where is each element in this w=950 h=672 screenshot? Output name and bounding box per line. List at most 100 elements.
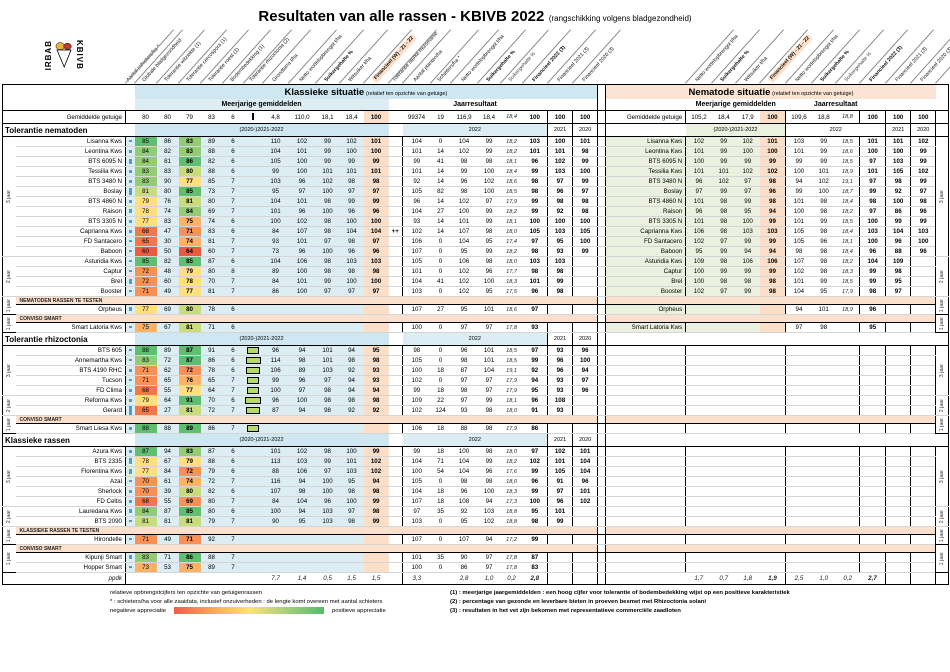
nem-section-year-2020: 2020 (910, 123, 936, 137)
nem-fin-2020 (910, 476, 936, 487)
nem-jr-3 (859, 375, 886, 386)
leaf-score-0: 84 (134, 506, 157, 517)
variety-name-nem: Lisanna Kws (605, 136, 687, 147)
subsection-bar-right (605, 415, 936, 424)
myg-0: 113 (262, 456, 289, 467)
leaf-score-2: 80 (178, 304, 201, 315)
myg-fin: 92 (363, 405, 389, 416)
gap (597, 562, 607, 573)
nem-jr-3: 98 (859, 286, 886, 297)
jr-4: 17,5 (500, 286, 523, 297)
myg-0 (262, 534, 289, 545)
nem-jr-3: 99 (859, 186, 886, 197)
subsection-bar-right (605, 526, 936, 535)
jr-5: 87 (522, 552, 548, 563)
nem-jr-3: 99 (859, 266, 886, 277)
gap (597, 156, 607, 167)
nem-myg-0 (685, 345, 712, 356)
nem-myg-1 (711, 304, 736, 315)
nem-myg-1 (711, 355, 736, 366)
myg-3: 92 (339, 405, 364, 416)
schieters-marker (125, 456, 135, 467)
leaf-score-4: 7 (222, 236, 244, 247)
fin-2020 (572, 534, 598, 545)
nem-fin-2020 (910, 395, 936, 406)
table-row: 1 jaar CONVISO SMART 1 jaar (2, 314, 949, 333)
nem-myg-0: 101 (685, 216, 712, 227)
rhiz-blank (243, 186, 263, 197)
ppdk-nem-myg-0: 1,7 (685, 572, 712, 585)
jr-4: 18,3 (500, 276, 523, 287)
fin-2020 (572, 423, 598, 434)
leaf-score-1: 89 (156, 345, 179, 356)
myg-1: 104 (288, 496, 316, 507)
leaf-score-2: 80 (178, 486, 201, 497)
schieters-marker (125, 186, 135, 197)
myg-3: 98 (339, 355, 364, 366)
leaf-score-2: 85 (178, 506, 201, 517)
sterke-rhizomanie-flag (388, 206, 403, 217)
nem-jr-1 (811, 552, 836, 563)
myg-fin (363, 534, 389, 545)
schieters-marker (125, 226, 135, 237)
jr-1: 0 (430, 322, 451, 333)
corner-blank (3, 85, 135, 100)
leaf-score-0: 79 (134, 196, 157, 207)
nem-fin-2021: 97 (885, 286, 911, 297)
gap (597, 375, 607, 386)
nem-jr-0 (785, 355, 812, 366)
sterke-rhizomanie-flag: ++ (388, 226, 403, 237)
jr-0: 104 (402, 276, 431, 287)
leaf-score-0: 71 (134, 365, 157, 376)
getuige-nem-jr-0: 109,6 (785, 110, 812, 124)
myg-2: 98 (315, 446, 340, 457)
variety-name-nem (605, 496, 687, 507)
gap (597, 456, 607, 467)
myg-0: 101 (262, 206, 289, 217)
rhiz-blank (243, 286, 263, 297)
rhiz-blank (243, 304, 263, 315)
nem-jr-0 (785, 534, 812, 545)
nem-jr-1 (811, 506, 836, 517)
getuige-myg-0: 4,8 (262, 110, 289, 124)
jr-3: 97 (477, 552, 501, 563)
schieters-marker (125, 534, 135, 545)
fin-2021: 103 (547, 166, 573, 177)
gap (597, 496, 607, 507)
myg-1: 101 (288, 276, 316, 287)
myg-fin (363, 322, 389, 333)
nem-jr-2 (835, 506, 860, 517)
jr-1: 41 (430, 276, 451, 287)
rhiz-blank (243, 446, 263, 457)
nem-jr-2: 18,4 (835, 196, 860, 207)
variety-name: Tessilia Kws (15, 166, 126, 177)
nem-fin-2021: 109 (885, 256, 911, 267)
jr-5: 95 (522, 385, 548, 396)
jr-5: 98 (522, 246, 548, 257)
leaf-score-0: 78 (134, 206, 157, 217)
fin-2021: 95 (547, 236, 573, 247)
leaf-score-1: 53 (156, 562, 179, 573)
jr-5: 102 (522, 456, 548, 467)
leaf-score-1: 67 (156, 456, 179, 467)
myg-0: 84 (262, 276, 289, 287)
leaf-score-1: 88 (156, 423, 179, 434)
leaf-score-2: 81 (178, 322, 201, 333)
jaar-label-left: 3 jaar (2, 345, 16, 396)
jr-4: 18,2 (500, 246, 523, 257)
jr-1: 18 (430, 486, 451, 497)
nem-myg-2 (735, 552, 760, 563)
leaf-score-3: 89 (200, 562, 223, 573)
myg-1 (288, 552, 316, 563)
leaf-score-2: 72 (178, 466, 201, 477)
jr-5: 95 (522, 506, 548, 517)
variety-name-nem (605, 385, 687, 396)
myg-3 (339, 322, 364, 333)
nematode-band-title: Nematode situatie (relatief ten opzichte… (605, 84, 936, 99)
leaf-score-1: 76 (156, 196, 179, 207)
variety-name: Lisanna Kws (15, 136, 126, 147)
jr-0: 101 (402, 166, 431, 177)
nem-myg-1 (711, 552, 736, 563)
schieters-marker (125, 395, 135, 406)
